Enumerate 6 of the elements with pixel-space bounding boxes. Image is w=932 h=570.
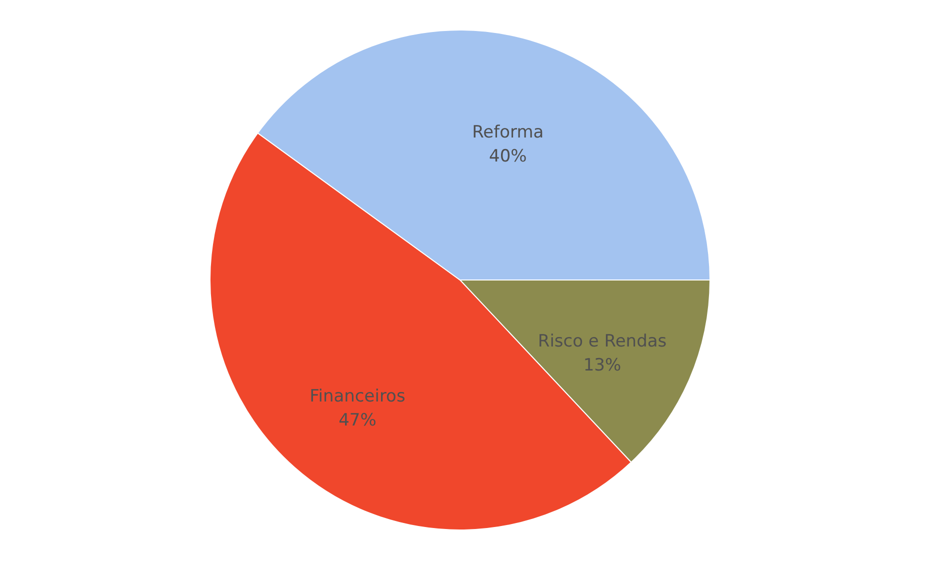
slice-label: Risco e Rendas: [538, 332, 667, 352]
data-label: 40%: [489, 146, 527, 167]
data-label: 13%: [583, 356, 622, 376]
slice-label: Reforma: [472, 122, 544, 143]
slice-label: Financeiros: [310, 386, 406, 406]
data-label: 47%: [338, 410, 376, 430]
